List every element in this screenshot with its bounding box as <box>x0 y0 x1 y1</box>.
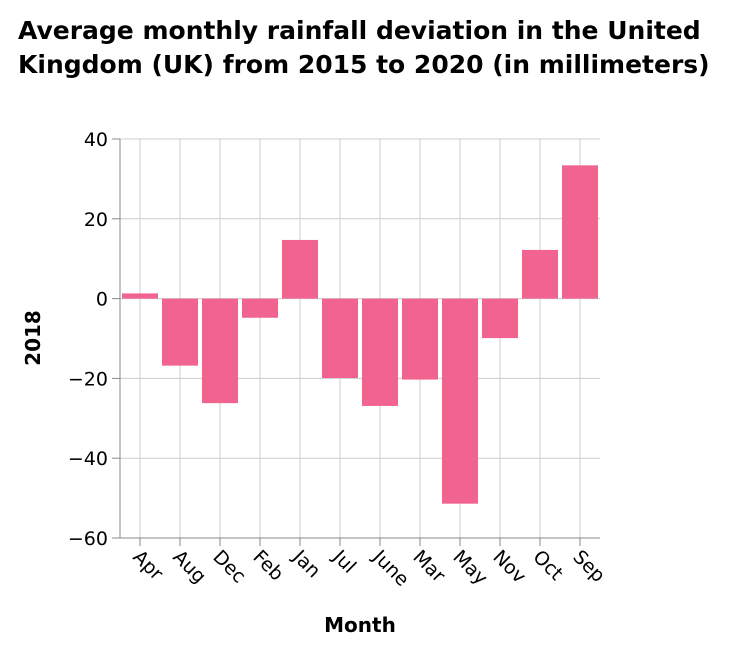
bar-june <box>362 298 398 406</box>
y-tick-label: 40 <box>84 129 108 151</box>
bars <box>122 165 598 504</box>
x-tick-label: Dec <box>208 546 250 588</box>
x-tick-label: Jul <box>328 545 360 577</box>
x-tick-label: Aug <box>168 546 210 588</box>
bar-oct <box>522 249 558 299</box>
bar-aug <box>162 298 198 366</box>
bar-may <box>442 298 478 504</box>
bar-sep <box>562 165 598 299</box>
x-tick-label: May <box>448 546 491 589</box>
x-tick-label: Apr <box>128 546 167 585</box>
bar-jan <box>282 239 318 299</box>
y-tick-label: 20 <box>84 209 108 231</box>
x-tick-label: June <box>368 545 414 591</box>
chart-title: Average monthly rainfall deviation in th… <box>18 16 710 79</box>
bar-apr <box>122 293 158 299</box>
bar-dec <box>202 298 238 404</box>
x-tick-label: Mar <box>408 546 449 587</box>
bar-jul <box>322 298 358 379</box>
x-tick-label: Feb <box>248 546 287 585</box>
y-tick-label: 0 <box>96 289 108 311</box>
y-axis-title: 2018 <box>21 310 45 366</box>
x-tick-label: Nov <box>488 546 530 588</box>
x-tick-label: Oct <box>528 546 567 585</box>
y-tick-label: −60 <box>68 528 108 550</box>
x-tick-label: Sep <box>568 546 609 587</box>
bar-mar <box>402 298 438 380</box>
x-tick-label: Jan <box>288 545 325 582</box>
y-axis-ticks: 40 20 0 −20 −40 −60 <box>68 129 121 550</box>
y-tick-label: −20 <box>68 368 108 390</box>
bar-nov <box>482 298 518 339</box>
y-tick-label: −40 <box>68 448 108 470</box>
x-axis-title: Month <box>324 613 396 637</box>
bar-feb <box>242 298 278 318</box>
